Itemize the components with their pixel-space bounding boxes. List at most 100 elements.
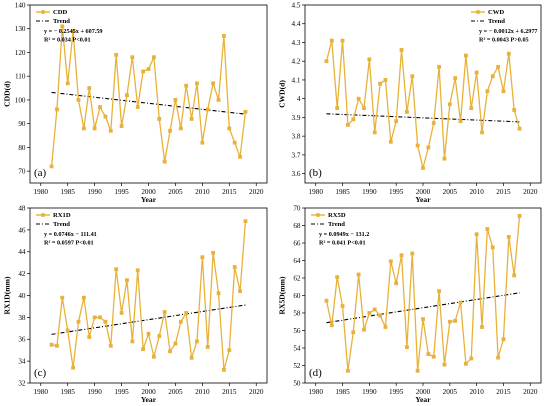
y-tick-label: 70	[18, 168, 26, 176]
data-point	[405, 345, 409, 350]
data-point	[458, 300, 463, 305]
data-point	[211, 250, 216, 255]
data-point	[189, 117, 194, 121]
data-point	[184, 83, 189, 88]
data-point	[340, 304, 345, 308]
y-tick-label: 50	[293, 379, 301, 387]
y-tick-label: 3.9	[292, 114, 301, 122]
data-point	[130, 339, 135, 344]
data-point	[501, 89, 506, 94]
y-tick-label: 48	[18, 204, 26, 212]
x-tick-label: 2015	[496, 188, 511, 196]
data-point	[232, 265, 237, 269]
data-point	[98, 105, 102, 109]
chart-panel-a: 1980 1985 1990 1995 2000 2005 2010 2015 2020 70 80…	[3, 1, 268, 204]
data-point	[81, 295, 86, 300]
legend: RX1D Trend y = 0.0746x − 111.41 R² = 0.0597…	[36, 212, 97, 247]
data-point	[447, 102, 452, 107]
data-point	[426, 145, 431, 150]
y-tick-label: 46	[18, 226, 26, 234]
data-point	[87, 335, 92, 339]
y-tick-label: 44	[18, 248, 26, 256]
y-tick-label: 32	[18, 379, 26, 387]
x-tick-label: 2015	[496, 388, 511, 396]
data-point	[496, 64, 500, 69]
chart-panel-b: 1980 1985 1990 1995 2000 2005 2010 2015 2020 3.6 3…	[278, 1, 542, 204]
y-tick-label: 54	[293, 344, 301, 352]
data-point	[399, 48, 404, 52]
data-point	[356, 272, 361, 277]
trend-statistics: R² = 0.0043 P>0.05	[479, 37, 529, 44]
trend-equation: y = − 0.2545x + 607.59	[44, 28, 103, 35]
data-point	[243, 219, 248, 224]
data-point	[195, 81, 199, 86]
data-point	[458, 119, 463, 124]
data-point	[114, 52, 119, 57]
chart-panel-d: 1980 1985 1990 1995 2000 2005 2010 2015 2020 50 52…	[278, 204, 542, 404]
data-point	[351, 117, 356, 122]
data-point	[335, 106, 340, 110]
data-point	[346, 368, 350, 373]
legend-series-marker	[41, 213, 45, 217]
y-tick-label: 4.3	[292, 39, 301, 47]
data-point	[238, 154, 242, 159]
data-point	[173, 98, 178, 102]
y-tick-label: 68	[293, 222, 301, 230]
data-point	[367, 311, 372, 315]
x-tick-label: 2015	[222, 188, 237, 196]
data-point	[485, 227, 490, 231]
trend-equation: y = 0.0746x − 111.41	[44, 231, 97, 238]
data-point	[469, 356, 474, 361]
data-point	[421, 166, 425, 170]
data-point	[362, 106, 366, 110]
data-point	[157, 117, 162, 121]
x-tick-label: 1990	[87, 188, 102, 196]
data-point	[98, 315, 102, 320]
data-point	[200, 255, 205, 260]
data-point	[76, 319, 81, 324]
x-tick-label: 2000	[141, 388, 156, 396]
data-point	[162, 159, 167, 164]
data-point	[335, 275, 340, 280]
data-point	[195, 339, 199, 344]
data-point	[501, 337, 506, 342]
data-point	[146, 67, 151, 71]
legend-series-marker	[476, 10, 480, 14]
data-point	[119, 311, 124, 315]
x-tick-label: 2010	[469, 388, 484, 396]
legend: CWD Trend y = − 0.0012x + 6.2977 R² = 0.004…	[471, 9, 538, 44]
data-point	[103, 114, 108, 119]
y-axis-label: RX5D(mm)	[278, 276, 287, 314]
data-point	[496, 355, 500, 360]
data-point	[92, 315, 97, 320]
legend-series-marker	[316, 213, 320, 217]
data-point	[125, 278, 129, 283]
y-tick-label: 90	[18, 120, 26, 128]
data-point	[222, 367, 226, 372]
legend-series-label: RX1D	[53, 212, 71, 219]
data-point	[431, 354, 436, 359]
x-tick-label: 1985	[61, 188, 76, 196]
data-point	[205, 345, 210, 349]
data-point	[108, 128, 113, 133]
y-tick-label: 38	[18, 314, 26, 322]
y-axis-label: CDD(d)	[3, 81, 12, 107]
data-point	[372, 130, 377, 135]
y-tick-label: 70	[293, 204, 301, 212]
data-point	[469, 106, 474, 110]
data-point	[431, 121, 436, 125]
y-tick-label: 64	[293, 257, 301, 265]
data-point	[151, 354, 156, 359]
data-point	[490, 245, 495, 250]
y-tick-label: 100	[15, 96, 26, 104]
data-point	[372, 307, 377, 312]
trend-line	[51, 304, 246, 335]
y-axis-label: RX1D(mm)	[3, 276, 12, 314]
data-point	[329, 323, 334, 328]
y-tick-label: 4.5	[292, 1, 301, 9]
legend: RX5D Trend y = 0.0949x − 131.2 R² = 0.041 P…	[311, 212, 369, 247]
data-point	[329, 38, 334, 43]
y-tick-label: 56	[293, 327, 301, 335]
data-point	[178, 126, 183, 131]
data-point	[200, 140, 205, 145]
